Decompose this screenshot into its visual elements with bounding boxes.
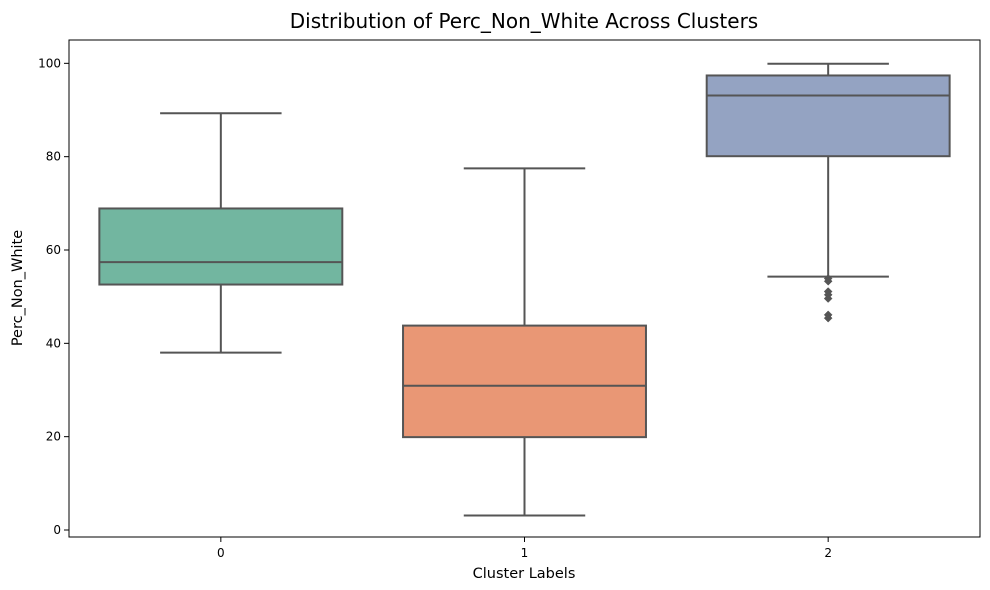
y-tick-label: 100 <box>38 56 61 70</box>
outlier-point <box>823 294 833 303</box>
outlier-point <box>823 276 833 286</box>
y-tick-label: 80 <box>46 150 61 164</box>
box-group-0 <box>98 112 344 354</box>
box-group-1 <box>402 167 647 517</box>
x-tick-label: 2 <box>824 546 832 560</box>
x-tick-label: 1 <box>521 546 529 560</box>
outlier-point <box>823 313 833 323</box>
box-iqr <box>98 207 344 286</box>
x-axis-label: Cluster Labels <box>473 566 576 582</box>
y-axis-label: Perc_Non_White <box>10 230 26 346</box>
y-axis: 0 20 40 60 80 100 <box>38 56 69 537</box>
x-tick-label: 0 <box>217 546 225 560</box>
chart-title: Distribution of Perc_Non_White Across Cl… <box>290 9 758 33</box>
y-tick-label: 20 <box>46 430 61 444</box>
boxes <box>98 62 951 517</box>
y-tick-label: 40 <box>46 336 61 350</box>
y-tick-label: 0 <box>53 523 61 537</box>
box-iqr <box>402 324 647 439</box>
x-axis: 0 1 2 <box>217 537 832 560</box>
box-iqr <box>705 74 951 158</box>
y-tick-label: 60 <box>46 243 61 257</box>
box-group-2 <box>705 62 951 323</box>
